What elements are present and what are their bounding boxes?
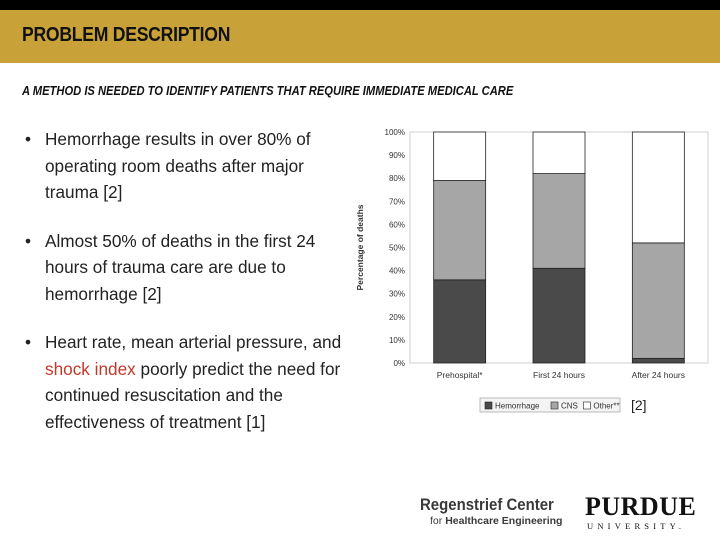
bullet-text: Almost 50% of deaths in the first 24 hou… (45, 230, 316, 304)
purdue-wordmark: PURDUE (585, 492, 697, 521)
bar-segment (433, 180, 487, 281)
bullet-dot-icon: • (25, 129, 32, 149)
regenstrief-logo: Regenstrief Center for Healthcare Engine… (420, 496, 570, 528)
legend-swatch (484, 401, 493, 410)
y-axis-label: Percentage of deaths (355, 204, 365, 290)
y-tick-label: 100% (385, 128, 405, 137)
regenstrief-for: for (430, 515, 443, 527)
bar-segment (532, 267, 586, 364)
regenstrief-title: Regenstrief Center (420, 495, 554, 514)
y-tick-label: 40% (389, 267, 405, 276)
bullet-dot-icon: • (25, 230, 32, 251)
bullet-item: • Hemorrhage results in over 80% of oper… (22, 126, 352, 206)
y-tick-label: 70% (389, 197, 405, 206)
purdue-university-text: UNIVERSITY. (587, 521, 686, 531)
y-tick-label: 30% (389, 290, 405, 299)
bar-segment (532, 131, 586, 174)
legend-entry: Hemorrhage (495, 402, 540, 411)
bullet-item: • Heart rate, mean arterial pressure, an… (22, 329, 352, 435)
y-tick-label: 20% (389, 313, 405, 322)
purdue-logo: PURDUE UNIVERSITY. (585, 492, 697, 532)
regenstrief-sub: Healthcare Engineering (445, 515, 563, 527)
shock-index-highlight: shock index (45, 358, 136, 379)
bullet-list: • Hemorrhage results in over 80% of oper… (22, 126, 352, 457)
y-tick-label: 50% (389, 244, 405, 253)
bullet-text-after: poorly predict the need for continued re… (45, 358, 341, 432)
x-tick-label: First 24 hours (533, 370, 585, 380)
bar-segment (631, 131, 685, 244)
bullet-text: Hemorrhage results in over 80% of operat… (45, 129, 311, 202)
page-title: PROBLEM DESCRIPTION (22, 24, 231, 46)
bullet-item: • Almost 50% of deaths in the first 24 h… (22, 228, 352, 308)
legend-entry: Other** (593, 402, 619, 411)
y-tick-label: 10% (389, 336, 405, 345)
y-tick-label: 90% (389, 151, 405, 160)
legend-entry: CNS (561, 402, 578, 411)
legend-swatch (550, 401, 559, 410)
bar-segment (631, 242, 685, 359)
x-tick-label: After 24 hours (632, 370, 685, 380)
bar-segment (433, 279, 487, 364)
y-tick-label: 60% (389, 220, 405, 229)
x-tick-label: Prehospital* (437, 370, 484, 380)
top-black-bar (0, 0, 720, 10)
y-tick-label: 80% (389, 174, 405, 183)
slide-subtitle: A METHOD IS NEEDED TO IDENTIFY PATIENTS … (22, 83, 514, 98)
legend-swatch (583, 401, 591, 410)
bullet-dot-icon: • (25, 332, 32, 352)
y-tick-label: 0% (393, 359, 405, 368)
reference-label: [2] (631, 397, 647, 413)
header-banner: PROBLEM DESCRIPTION (0, 10, 720, 63)
bar-segment (532, 173, 586, 269)
bar-segment (433, 131, 487, 181)
bar-segment (631, 357, 685, 364)
regenstrief-subtitle: for Healthcare Engineering (430, 514, 570, 528)
bullet-text-before: Heart rate, mean arterial pressure, and (45, 332, 342, 352)
stacked-bar-chart: 0% 10% 20% 30% 40% 50% 60% 70% 80% 90% 100% Percent… (355, 128, 709, 413)
